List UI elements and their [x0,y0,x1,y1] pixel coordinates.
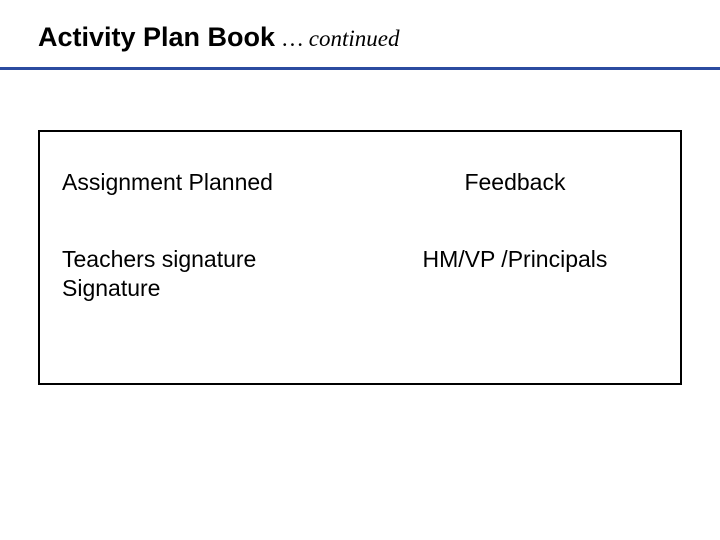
header-divider [0,67,720,70]
table-row: Teachers signatureSignature HM/VP /Princ… [62,245,658,303]
content-table: Assignment Planned Feedback Teachers sig… [38,130,682,385]
title-main: Activity Plan Book [38,22,283,52]
cell-left: Teachers signatureSignature [62,245,372,303]
cell-left: Assignment Planned [62,168,372,197]
cell-right: HM/VP /Principals [372,245,658,303]
table-row: Assignment Planned Feedback [62,168,658,197]
title-continued: … continued [283,26,400,51]
cell-right: Feedback [372,168,658,197]
slide-header: Activity Plan Book … continued [0,0,720,61]
